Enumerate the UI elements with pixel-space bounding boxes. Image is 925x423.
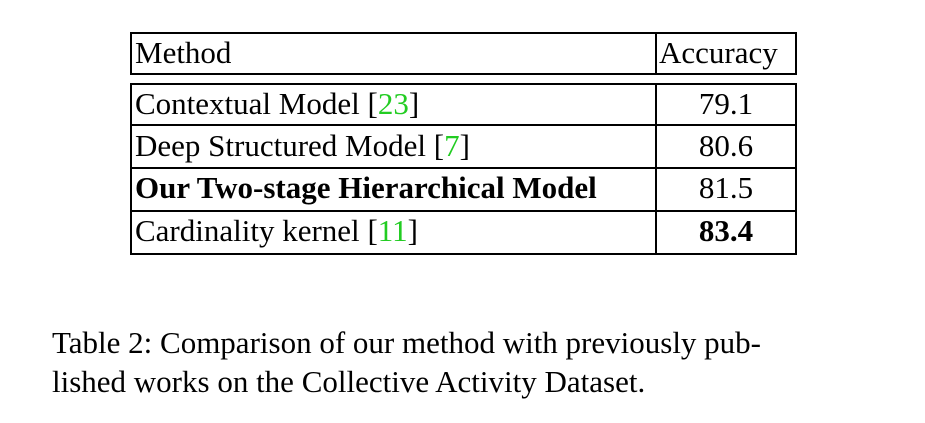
method-name: Contextual Model: [135, 86, 360, 121]
table-row-method: Deep Structured Model [7]: [135, 128, 470, 163]
table-row-method: Contextual Model [23]: [135, 86, 420, 121]
citation-link[interactable]: 7: [444, 128, 460, 163]
row-rule: [130, 210, 797, 212]
method-name: Our Two-stage Hierarchical Model: [135, 170, 597, 205]
method-name: Cardinality kernel: [135, 213, 360, 248]
table-bottom-rule: [130, 253, 797, 255]
caption-line: Table 2: Comparison of our method with p…: [52, 325, 762, 360]
table-right-rule: [795, 83, 797, 255]
table-left-rule: [130, 32, 132, 75]
table-row-accuracy: 79.1: [698, 86, 754, 121]
table-row-method: Cardinality kernel [11]: [135, 213, 418, 248]
table-top-rule: [130, 32, 797, 34]
header-bottom-rule: [130, 73, 797, 75]
citation-link[interactable]: 11: [377, 213, 408, 248]
table-left-rule: [130, 83, 132, 255]
body-top-rule: [130, 83, 797, 85]
row-rule: [130, 124, 797, 126]
column-divider: [655, 83, 657, 255]
table-row-accuracy: 80.6: [698, 128, 754, 163]
header-accuracy: Accuracy: [659, 35, 778, 70]
table-row-method: Our Two-stage Hierarchical Model: [135, 169, 597, 207]
table-row-accuracy: 81.5: [698, 170, 754, 205]
row-rule: [130, 167, 797, 169]
method-name: Deep Structured Model: [135, 128, 426, 163]
table-caption: Table 2: Comparison of our method with p…: [52, 323, 892, 401]
table-right-rule: [795, 32, 797, 75]
column-divider: [655, 32, 657, 75]
citation-link[interactable]: 23: [377, 86, 409, 121]
caption-line: lished works on the Collective Activity …: [52, 364, 646, 399]
header-method: Method: [135, 35, 232, 70]
table-row-accuracy: 83.4: [698, 213, 754, 248]
